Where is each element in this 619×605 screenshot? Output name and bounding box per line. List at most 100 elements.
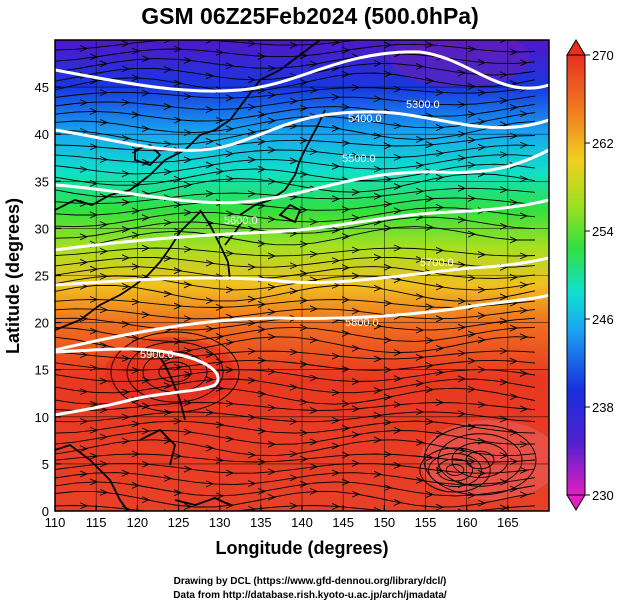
wind-arrow — [425, 386, 435, 393]
wind-arrow — [509, 428, 519, 436]
wind-arrow — [341, 206, 351, 213]
wind-arrow — [173, 489, 183, 497]
colorbar-tick-label: 246 — [592, 312, 614, 327]
wind-arrow — [519, 281, 529, 289]
wind-arrow — [99, 221, 109, 229]
wind-arrow — [173, 201, 183, 209]
wind-arrow — [173, 79, 183, 87]
wind-arrow — [435, 149, 445, 157]
wind-arrow — [205, 444, 215, 452]
wind-arrow — [509, 162, 519, 169]
wind-arrow — [467, 230, 477, 238]
wind-arrow — [141, 55, 151, 63]
wind-arrow — [499, 478, 509, 486]
wind-arrow — [519, 141, 529, 149]
wind-arrow — [257, 111, 267, 119]
wind-arrow — [351, 214, 361, 222]
wind-arrow — [477, 143, 487, 151]
wind-arrow — [477, 336, 487, 344]
streamline — [55, 216, 536, 239]
streamline — [55, 135, 536, 152]
wind-arrow — [121, 226, 131, 233]
wind-arrow — [499, 504, 509, 511]
wind-arrow — [341, 365, 351, 373]
wind-arrow — [415, 293, 425, 301]
wind-arrow — [351, 431, 361, 439]
wind-arrow — [435, 503, 445, 511]
colorbar-bar — [566, 54, 586, 496]
wind-arrow — [121, 355, 131, 362]
wind-arrow — [331, 125, 341, 132]
wind-arrow — [415, 99, 425, 107]
wind-arrow — [257, 390, 267, 398]
wind-arrow — [351, 307, 361, 315]
wind-arrow — [247, 451, 257, 459]
wind-arrow — [477, 118, 487, 126]
streamline — [55, 53, 536, 73]
wind-arrow — [215, 457, 225, 464]
x-tick-label: 155 — [415, 515, 437, 530]
wind-arrow — [299, 79, 309, 86]
wind-arrow — [477, 286, 487, 294]
wind-arrow — [121, 170, 131, 178]
wind-arrow — [205, 297, 215, 305]
wind-arrow — [205, 325, 215, 333]
wind-arrow — [499, 347, 509, 355]
colorbar-tick-label: 238 — [592, 400, 614, 415]
wind-arrow — [457, 101, 467, 109]
wind-arrow — [183, 428, 193, 436]
wind-arrow — [79, 417, 89, 425]
wind-arrow — [99, 377, 109, 385]
wind-arrow — [383, 142, 393, 150]
wind-arrow — [415, 477, 425, 484]
x-tick-label: 130 — [209, 515, 231, 530]
wind-arrow — [205, 409, 215, 417]
wind-arrow — [267, 117, 277, 125]
wind-arrow — [383, 299, 393, 307]
figure-title: GSM 06Z25Feb2024 (500.0hPa) — [141, 3, 479, 29]
wind-arrow — [477, 366, 487, 374]
wind-arrow — [225, 400, 235, 408]
wind-arrow — [435, 399, 445, 406]
streamline — [55, 430, 536, 445]
wind-arrow — [247, 128, 257, 136]
wind-arrow — [163, 354, 173, 362]
x-tick-label: 110 — [45, 515, 66, 530]
wind-arrow — [267, 493, 277, 501]
y-tick-label: 30 — [35, 221, 49, 236]
wind-arrow — [457, 410, 467, 418]
wind-arrow — [99, 488, 109, 496]
wind-arrow — [519, 175, 529, 183]
colorbar-tick-label: 270 — [592, 48, 614, 63]
wind-arrow — [289, 97, 299, 105]
wind-arrow — [183, 209, 193, 216]
wind-arrow — [141, 158, 151, 166]
height-contours — [55, 50, 549, 417]
wind-arrow — [141, 125, 151, 133]
wind-arrow — [467, 83, 477, 90]
wind-arrow — [425, 141, 435, 149]
streamline — [55, 144, 536, 163]
wind-arrow — [309, 86, 319, 94]
wind-arrow — [331, 226, 341, 234]
contour-line — [55, 293, 549, 352]
wind-arrow — [183, 129, 193, 137]
wind-arrow — [373, 355, 383, 363]
wind-arrow — [257, 138, 267, 146]
wind-arrow — [383, 393, 393, 401]
wind-arrow — [519, 370, 529, 377]
wind-arrow — [415, 379, 425, 387]
wind-arrow — [435, 204, 445, 211]
wind-arrow — [215, 116, 225, 124]
wind-arrow — [79, 99, 89, 107]
wind-arrow — [163, 409, 173, 416]
wind-arrow — [205, 259, 215, 267]
wind-arrow — [215, 358, 225, 366]
wind-arrow — [341, 400, 351, 408]
wind-arrow — [131, 481, 141, 489]
wind-arrow — [383, 484, 393, 492]
wind-arrow — [99, 119, 109, 126]
wind-arrow — [89, 296, 99, 303]
wind-arrow — [425, 362, 435, 369]
